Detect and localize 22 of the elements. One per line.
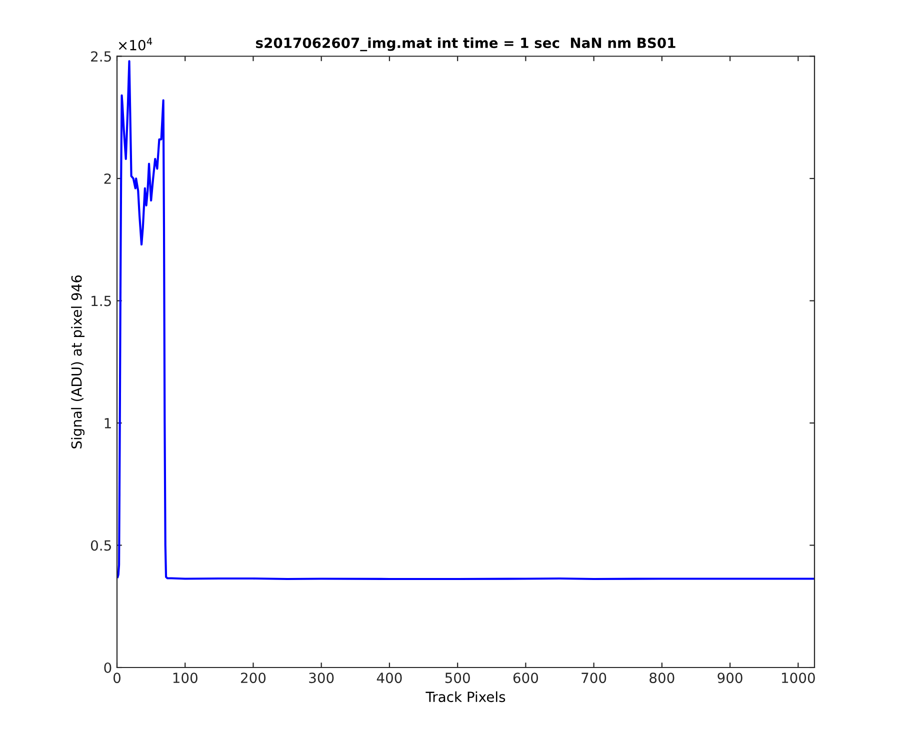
y-tick-label: 2.5: [91, 51, 111, 62]
x-tick-label: 600: [513, 672, 538, 684]
x-tick-label: 100: [173, 672, 198, 684]
x-tick-label: 200: [240, 672, 266, 684]
y-tick-label: 0.5: [90, 540, 111, 551]
x-tick-label: 900: [718, 672, 742, 684]
y-tick-label: 1.5: [92, 296, 111, 306]
y-tick-label: 1: [104, 418, 111, 428]
x-tick-label: 300: [309, 672, 334, 684]
x-tick-label: 0: [113, 672, 120, 684]
line-series: [117, 60, 814, 580]
x-tick-label: 1000: [782, 672, 815, 684]
chart-title: s2017062607_img.mat int time = 1 sec NaN nm BS01: [256, 37, 676, 52]
x-axis-title: Track Pixels: [426, 691, 506, 702]
y-tick-label: 0: [104, 662, 112, 673]
x-tick-label: 400: [376, 672, 402, 684]
y-axis-title: Signal (ADU) at pixel 946: [71, 275, 84, 448]
x-tick-label: 500: [445, 672, 470, 684]
x-tick-label: 800: [650, 672, 674, 684]
y-tick-label: 2: [104, 173, 111, 184]
text: ×10$^{4}$: [118, 38, 152, 50]
x-tick-label: 700: [582, 672, 606, 684]
